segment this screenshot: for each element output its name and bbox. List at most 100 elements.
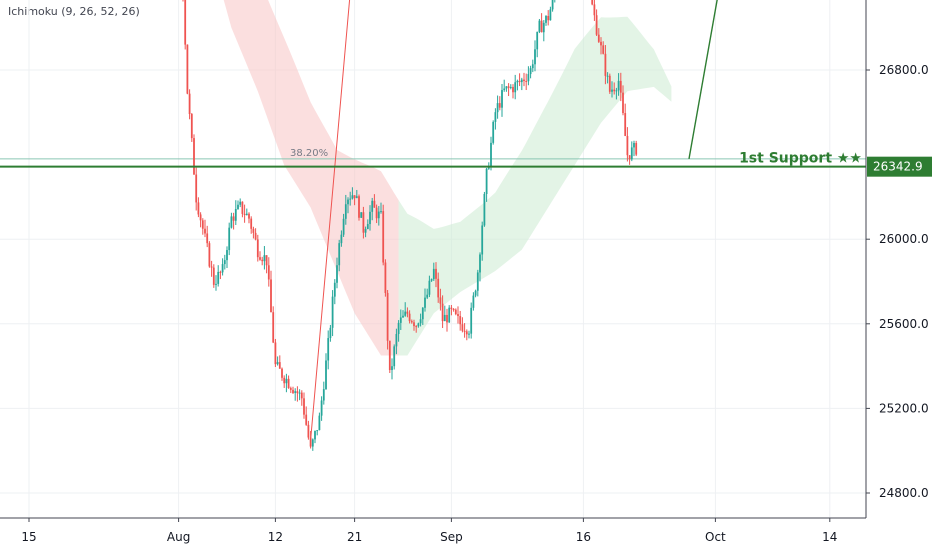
candle-body bbox=[492, 121, 495, 143]
candle-body bbox=[265, 255, 268, 266]
candle-body bbox=[210, 266, 213, 268]
candle bbox=[241, 201, 244, 218]
candle bbox=[606, 72, 609, 84]
candle-body bbox=[294, 391, 297, 393]
candle-body bbox=[322, 389, 325, 401]
candle bbox=[613, 82, 616, 95]
candle bbox=[342, 213, 345, 237]
candle bbox=[250, 216, 253, 234]
candle bbox=[349, 191, 352, 206]
candle-body bbox=[355, 196, 358, 199]
candle-body bbox=[228, 227, 231, 251]
candle-body bbox=[551, 0, 554, 10]
candle bbox=[465, 329, 468, 341]
candle bbox=[322, 381, 325, 405]
candle-body bbox=[252, 228, 255, 233]
candle bbox=[397, 320, 400, 342]
candle-body bbox=[318, 415, 321, 431]
candle-body bbox=[538, 20, 541, 32]
candle bbox=[395, 328, 398, 355]
candle-body bbox=[230, 216, 233, 228]
candle-body bbox=[283, 377, 286, 384]
candle bbox=[329, 324, 332, 342]
candle bbox=[384, 259, 387, 297]
candle bbox=[446, 308, 448, 332]
candle-body bbox=[426, 294, 429, 298]
candle bbox=[628, 155, 631, 165]
candle bbox=[204, 219, 206, 238]
candle bbox=[386, 289, 389, 350]
candle bbox=[186, 44, 189, 95]
candle-body bbox=[199, 214, 202, 221]
candle bbox=[439, 288, 442, 311]
candle bbox=[635, 140, 638, 157]
candle bbox=[591, 0, 594, 6]
ichimoku-cloud-bullish bbox=[398, 16, 672, 356]
candle bbox=[523, 72, 525, 87]
candle-body bbox=[256, 239, 259, 258]
candle-body bbox=[402, 315, 404, 318]
candle-body bbox=[289, 388, 292, 390]
candle bbox=[428, 275, 431, 298]
candle bbox=[333, 279, 336, 305]
candle bbox=[303, 392, 305, 419]
candle bbox=[270, 270, 272, 313]
candle-body bbox=[340, 234, 343, 244]
candle bbox=[373, 194, 376, 208]
candle-body bbox=[628, 155, 631, 160]
candle bbox=[212, 264, 215, 288]
candle-body bbox=[404, 311, 407, 316]
candle bbox=[377, 206, 380, 226]
candle-body bbox=[193, 138, 195, 175]
candle bbox=[604, 45, 607, 85]
candle-body bbox=[540, 20, 543, 33]
candle-body bbox=[468, 333, 470, 335]
candle-body bbox=[463, 330, 466, 332]
candle-body bbox=[217, 271, 220, 284]
price-tick-label: 25200.0 bbox=[879, 401, 929, 415]
candle-body bbox=[435, 268, 437, 279]
candle-body bbox=[454, 309, 457, 315]
candle bbox=[617, 73, 620, 96]
time-tick-label: 15 bbox=[21, 530, 36, 544]
candle bbox=[347, 197, 349, 214]
candle-body bbox=[300, 392, 303, 399]
candle bbox=[338, 239, 341, 272]
candle-body bbox=[446, 314, 448, 323]
candle bbox=[474, 289, 477, 298]
candle-body bbox=[465, 331, 468, 335]
candle-body bbox=[602, 45, 605, 54]
candle bbox=[298, 389, 301, 401]
candle-body bbox=[399, 317, 402, 323]
candle-body bbox=[525, 81, 528, 83]
candle-body bbox=[201, 220, 204, 229]
candle bbox=[505, 86, 508, 92]
candle-body bbox=[424, 297, 426, 308]
candle-body bbox=[338, 243, 341, 266]
candle-body bbox=[457, 314, 459, 317]
candle bbox=[281, 367, 283, 381]
candle-body bbox=[633, 142, 635, 148]
candle-body bbox=[278, 362, 281, 369]
candle-body bbox=[395, 334, 398, 347]
candle-body bbox=[529, 68, 532, 75]
candle bbox=[292, 386, 294, 394]
candle-body bbox=[316, 430, 319, 432]
candle bbox=[320, 396, 323, 421]
candle bbox=[259, 251, 261, 261]
price-tag-bg bbox=[867, 156, 932, 177]
candle-body bbox=[215, 283, 217, 285]
candle-body bbox=[197, 202, 200, 215]
candle bbox=[331, 290, 334, 337]
candle-body bbox=[223, 260, 226, 265]
candle bbox=[534, 40, 536, 72]
candle-body bbox=[186, 44, 189, 94]
candle-body bbox=[514, 82, 517, 93]
candle-body bbox=[393, 346, 396, 367]
candle bbox=[360, 212, 363, 219]
candle bbox=[369, 205, 371, 231]
candle bbox=[619, 72, 622, 102]
candle bbox=[245, 208, 248, 216]
candle-body bbox=[325, 360, 327, 390]
